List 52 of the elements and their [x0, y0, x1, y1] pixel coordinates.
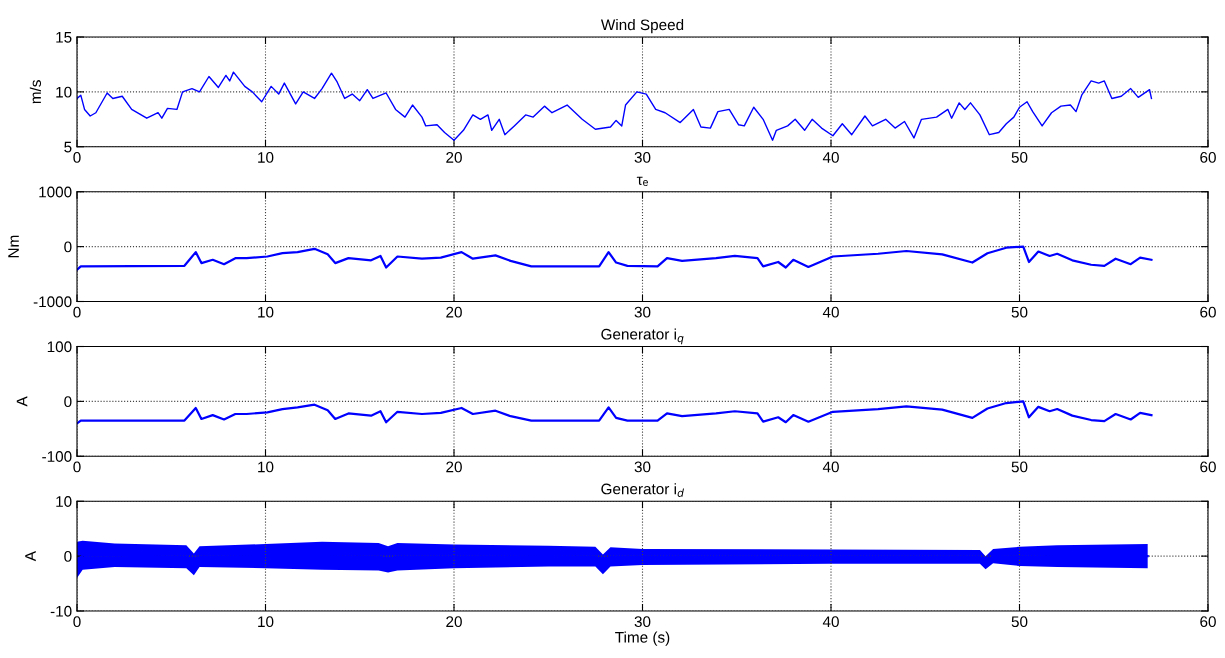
x-tick-label: 30 [634, 461, 651, 473]
y-tick-label: 5 [64, 141, 72, 153]
x-tick-label: 0 [73, 306, 81, 318]
y-tick-label: 100 [47, 341, 72, 353]
y-axis-title: Nm [8, 235, 19, 258]
x-tick-label: 10 [258, 616, 274, 628]
x-tick-label: 0 [73, 461, 81, 473]
chart-title: Generator i$_{d}$ [601, 483, 684, 497]
x-tick-label: 40 [822, 616, 839, 628]
y-tick-label: -100 [42, 451, 72, 462]
x-tick-label: 50 [1011, 461, 1028, 473]
x-tick-label: 40 [822, 461, 839, 473]
x-tick-label: 0 [73, 616, 81, 628]
y-axis-title: A [16, 396, 28, 407]
y-tick-label: 10 [56, 496, 72, 507]
y-tick-label: 0 [64, 396, 72, 408]
y-tick-label: 15 [56, 32, 72, 43]
x-tick-label: 30 [634, 306, 651, 318]
y-tick-label: -10 [50, 605, 72, 617]
x-tick-label: 20 [446, 152, 462, 163]
x-tick-label: 50 [1011, 616, 1028, 628]
y-tick-label: -1000 [33, 296, 72, 308]
x-tick-label: 60 [1200, 152, 1216, 163]
x-axis-title: Time (s) [615, 631, 670, 646]
x-tick-label: 30 [634, 152, 651, 163]
y-axis-title: m/s [29, 80, 42, 104]
x-tick-label: 0 [73, 152, 81, 163]
x-tick-label: 40 [822, 306, 839, 318]
x-tick-label: 20 [446, 616, 462, 628]
x-tick-label: 30 [634, 616, 651, 628]
chart-title: τₑ [636, 176, 648, 186]
x-tick-label: 20 [446, 461, 462, 473]
chart-title: Wind Speed [600, 18, 684, 34]
y-axis-title: A [25, 551, 36, 562]
x-tick-label: 10 [258, 306, 274, 318]
line-series [77, 71, 1153, 141]
y-tick-label: 1000 [39, 186, 72, 198]
x-tick-label: 20 [446, 306, 462, 318]
chart-title: Generator i$_{q}$ [601, 328, 684, 345]
x-tick-label: 60 [1200, 461, 1216, 473]
x-tick-label: 60 [1200, 306, 1216, 318]
x-tick-label: 50 [1011, 306, 1028, 318]
x-tick-label: 40 [822, 152, 839, 163]
x-tick-label: 50 [1011, 152, 1028, 163]
line-series [77, 245, 1153, 271]
y-tick-label: 0 [64, 241, 72, 253]
y-tick-label: 0 [64, 550, 72, 562]
y-tick-label: 10 [56, 86, 72, 98]
x-tick-label: 60 [1200, 616, 1216, 628]
x-tick-label: 10 [258, 461, 274, 473]
line-series [77, 400, 1153, 425]
x-tick-label: 10 [258, 152, 274, 163]
